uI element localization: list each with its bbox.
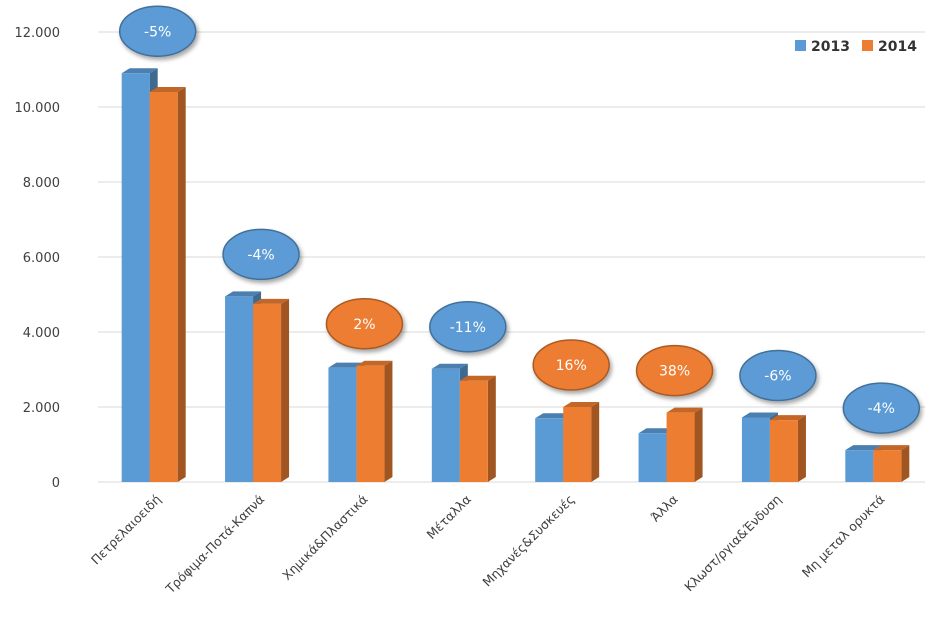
change-label: -4% [868,401,895,417]
bar-side [384,360,393,482]
bar-front [253,303,282,482]
change-label: 2% [353,317,375,333]
bar-2014-1 [149,87,186,482]
y-tick-label: 12.000 [15,26,61,41]
change-bubble-4: -11% [429,301,507,353]
x-tick-label: Πετρελαιοειδή [88,492,164,568]
bubble-shape [842,382,921,434]
bar-front [666,412,695,482]
bar-2014-8 [873,445,910,482]
y-tick-label: 10.000 [15,101,61,116]
legend-swatch-2014 [862,40,873,51]
bubble-shape [429,301,507,353]
bar-2014-4 [459,375,496,482]
bar-top [121,68,158,74]
bar-2014-3 [356,360,393,482]
bar-front [873,450,902,482]
y-tick-label: 2.000 [23,401,60,416]
bar-side [487,375,496,482]
legend-label-2014: 2014 [878,39,917,55]
y-tick-label: 8.000 [23,176,60,191]
change-bubble-8: -4% [842,382,921,434]
x-tick-label: Μη μεταλ ορυκτά [799,492,888,581]
bubble-shape [635,344,714,397]
bubble-shape [222,228,300,281]
bar-top [666,407,703,413]
bar-top [459,375,496,381]
change-bubble-5: 16% [532,339,610,391]
bar-top [149,87,186,92]
bar-front [741,417,770,482]
bar-side [797,415,806,482]
bubble-shape [532,339,610,391]
x-tick-label: Κλωστ/ργια&Ένδυση [681,492,784,595]
change-bubble-3: 2% [325,298,404,350]
bar-top [535,413,572,419]
change-bubble-7: -6% [739,349,817,402]
bar-front [149,92,178,482]
y-tick-label: 4.000 [23,326,60,341]
bubble-shape [118,5,197,57]
bar-2014-7 [769,415,806,482]
y-axis-ticks: 0 2.000 4.000 6.000 8.000 10.000 12.000 [15,26,61,491]
bar-top [253,298,290,304]
bar-2014-5 [563,402,600,482]
bar-front [356,365,385,482]
change-label: -5% [144,24,171,40]
x-tick-label: Μέταλλα [423,492,473,542]
bar-side [177,87,186,482]
bar-top [845,445,882,451]
y-tick-label: 0 [52,476,60,491]
legend-swatch-2013 [795,40,806,51]
x-tick-label: Χημικά&Πλαστικά [279,492,370,583]
change-bubble-2: -4% [222,228,300,281]
bar-front [225,296,254,482]
x-tick-label: Τρόφιμα-Ποτά-Καπνά [162,492,267,597]
gridlines [98,31,925,483]
y-tick-label: 6.000 [23,251,60,266]
bar-top [873,445,910,451]
change-bubbles: -5% -4% 2% -11% 16% 38% -6% -4% [118,5,921,434]
bars [121,68,910,482]
bar-front [845,450,874,482]
legend: 2013 2014 [795,39,917,55]
bar-side [694,407,703,482]
bar-front [121,73,150,482]
bar-front [431,368,460,482]
x-tick-label: Άλλα [648,492,681,525]
bar-2014-2 [253,298,290,482]
bar-top [225,291,262,297]
bar-front [459,380,488,482]
bar-top [356,360,393,366]
change-bubble-1: -5% [118,5,197,57]
bubble-shape [325,298,404,350]
bar-front [535,418,564,482]
bar-top [741,412,778,418]
change-label: -4% [247,247,274,263]
x-tick-label: Μηχανές&Συσκευές [479,492,577,590]
legend-label-2013: 2013 [811,39,850,55]
bar-side [281,298,290,482]
bar-top [563,402,600,407]
change-bubble-6: 38% [635,344,714,397]
change-label: 38% [659,364,690,380]
bar-side [901,445,910,482]
bar-front [563,407,592,482]
change-label: -11% [450,320,486,336]
bar-side [591,402,600,482]
bar-front [638,433,667,482]
bar-top [769,415,806,421]
change-label: -6% [764,369,791,385]
change-label: 16% [556,358,587,374]
bar-top [431,363,468,369]
bar-top [328,362,365,368]
bar-front [769,420,798,482]
bubble-shape [739,349,817,402]
bar-front [328,367,357,482]
bar-top [638,428,675,434]
bar-2014-6 [666,407,703,482]
